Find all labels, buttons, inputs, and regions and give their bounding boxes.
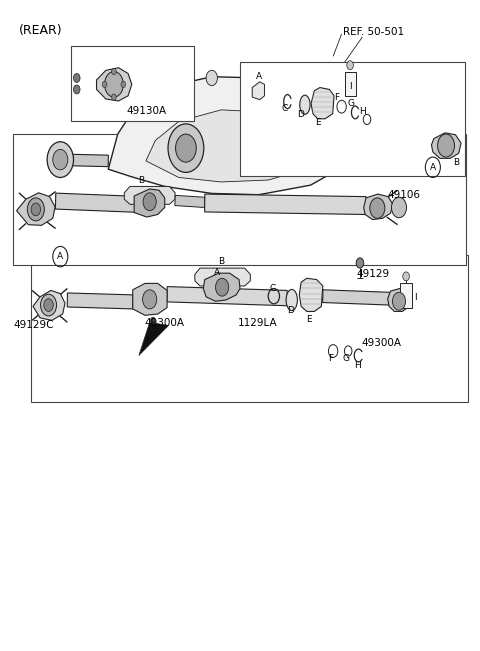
- Circle shape: [105, 72, 123, 97]
- Circle shape: [102, 81, 107, 87]
- FancyBboxPatch shape: [400, 283, 412, 309]
- Text: REF. 50-501: REF. 50-501: [343, 27, 404, 37]
- Polygon shape: [67, 293, 133, 309]
- Circle shape: [206, 70, 217, 86]
- Polygon shape: [432, 133, 461, 158]
- Circle shape: [73, 85, 80, 94]
- Polygon shape: [108, 77, 348, 195]
- Text: F: F: [328, 353, 333, 363]
- Circle shape: [263, 72, 274, 87]
- Circle shape: [111, 94, 116, 100]
- Circle shape: [143, 290, 157, 309]
- Text: I: I: [414, 293, 416, 302]
- Polygon shape: [124, 186, 175, 204]
- Polygon shape: [195, 268, 251, 286]
- Circle shape: [314, 87, 325, 102]
- Polygon shape: [146, 110, 315, 182]
- Polygon shape: [133, 283, 167, 315]
- Polygon shape: [311, 87, 334, 118]
- Circle shape: [438, 134, 455, 157]
- Polygon shape: [323, 290, 391, 305]
- Text: A: A: [256, 72, 262, 81]
- Circle shape: [31, 203, 40, 215]
- Text: E: E: [315, 118, 321, 127]
- Circle shape: [403, 272, 409, 281]
- Circle shape: [44, 299, 53, 311]
- Text: 49129: 49129: [357, 270, 390, 279]
- Circle shape: [53, 150, 68, 170]
- Text: C: C: [270, 284, 276, 293]
- Polygon shape: [252, 82, 264, 100]
- Text: G: G: [343, 353, 350, 363]
- Circle shape: [168, 124, 204, 173]
- Text: 1129LA: 1129LA: [238, 318, 277, 328]
- Circle shape: [40, 294, 57, 316]
- Circle shape: [176, 134, 196, 162]
- Text: H: H: [354, 361, 361, 370]
- Circle shape: [143, 193, 156, 211]
- Text: F: F: [334, 92, 339, 102]
- Circle shape: [27, 198, 44, 221]
- Circle shape: [356, 258, 364, 268]
- Polygon shape: [348, 145, 426, 158]
- Text: D: D: [287, 306, 294, 314]
- Ellipse shape: [286, 290, 298, 311]
- Text: A: A: [430, 163, 436, 172]
- Polygon shape: [388, 288, 411, 311]
- Text: C: C: [281, 104, 288, 113]
- FancyBboxPatch shape: [71, 46, 194, 121]
- Text: 49130A: 49130A: [126, 105, 166, 115]
- Circle shape: [47, 142, 73, 178]
- Text: B: B: [138, 176, 144, 184]
- Text: (REAR): (REAR): [19, 24, 62, 37]
- Text: E: E: [306, 314, 312, 324]
- Polygon shape: [139, 322, 168, 355]
- Circle shape: [347, 61, 353, 70]
- Text: 49300A: 49300A: [144, 318, 184, 328]
- Text: 49129C: 49129C: [13, 320, 54, 331]
- Ellipse shape: [300, 95, 310, 115]
- Polygon shape: [96, 68, 132, 101]
- Polygon shape: [55, 193, 136, 212]
- Text: A: A: [57, 252, 63, 261]
- Polygon shape: [167, 286, 287, 306]
- Polygon shape: [364, 194, 393, 219]
- FancyBboxPatch shape: [345, 72, 356, 96]
- Polygon shape: [204, 273, 240, 301]
- Text: 49300A: 49300A: [361, 338, 401, 348]
- Polygon shape: [33, 290, 65, 320]
- Text: H: H: [359, 107, 366, 116]
- Circle shape: [73, 74, 80, 83]
- Circle shape: [111, 68, 116, 75]
- FancyBboxPatch shape: [31, 255, 468, 402]
- Circle shape: [121, 81, 126, 87]
- Circle shape: [392, 197, 407, 217]
- Circle shape: [421, 148, 431, 161]
- Text: A: A: [215, 268, 220, 277]
- Text: B: B: [453, 158, 459, 167]
- Text: 49106: 49106: [388, 189, 420, 200]
- Polygon shape: [134, 189, 165, 217]
- Circle shape: [151, 317, 156, 324]
- FancyBboxPatch shape: [240, 62, 465, 176]
- Circle shape: [393, 292, 406, 310]
- Text: G: G: [347, 99, 354, 108]
- Text: D: D: [297, 111, 304, 120]
- Polygon shape: [16, 193, 55, 225]
- Text: B: B: [218, 257, 224, 266]
- Circle shape: [370, 198, 385, 218]
- Text: I: I: [349, 82, 351, 90]
- Circle shape: [216, 278, 228, 296]
- Polygon shape: [299, 278, 323, 311]
- Polygon shape: [54, 154, 108, 167]
- Polygon shape: [175, 195, 205, 208]
- Polygon shape: [204, 194, 366, 214]
- Circle shape: [140, 91, 152, 107]
- FancyBboxPatch shape: [13, 134, 466, 265]
- Circle shape: [416, 142, 435, 167]
